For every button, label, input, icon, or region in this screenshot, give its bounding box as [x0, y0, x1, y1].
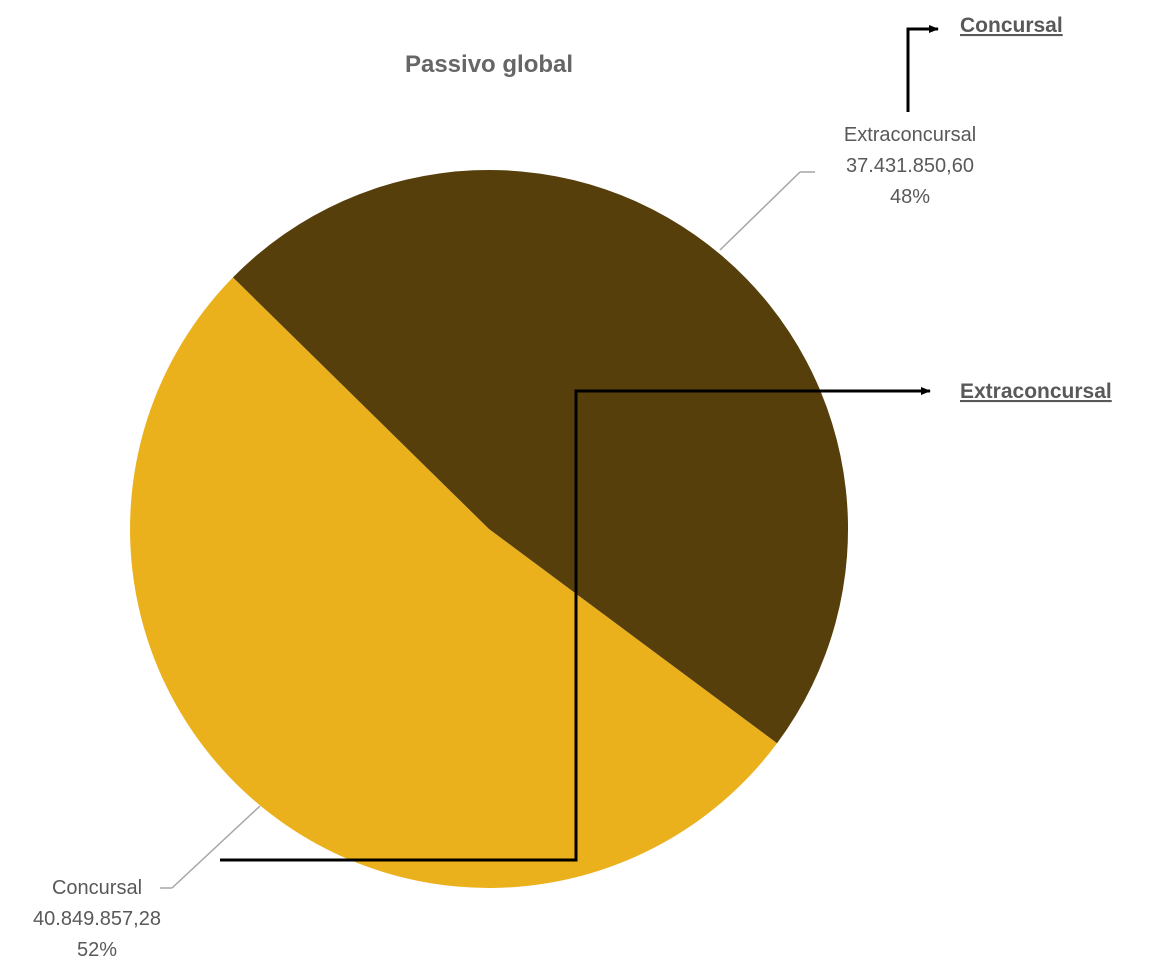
concursal-label: Concursal: [52, 877, 142, 899]
concursal-value: 40.849.857,28: [33, 908, 161, 930]
pie-slices: [130, 169, 849, 888]
extraconcursal-value: 37.431.850,60: [846, 155, 974, 177]
concursal-connector-arrow: [906, 25, 939, 112]
pie-slice-concursal: [130, 277, 778, 888]
extraconcursal-link[interactable]: Extraconcursal: [960, 380, 1112, 403]
extraconcursal-leader-line: [719, 171, 801, 251]
pie-slice-extraconcursal: [232, 169, 849, 744]
extraconcursal-percent: 48%: [890, 186, 930, 208]
concursal-leader-line: [171, 805, 261, 889]
extraconcursal-connector-arrow: [220, 387, 931, 862]
concursal-data-label: Concursal 40.849.857,28 52%: [33, 877, 161, 961]
extraconcursal-data-label: Extraconcursal 37.431.850,60 48%: [844, 124, 976, 208]
concursal-link[interactable]: Concursal: [960, 14, 1063, 37]
concursal-percent: 52%: [77, 939, 117, 961]
extraconcursal-label: Extraconcursal: [844, 124, 976, 146]
chart-title: Passivo global: [405, 51, 573, 78]
